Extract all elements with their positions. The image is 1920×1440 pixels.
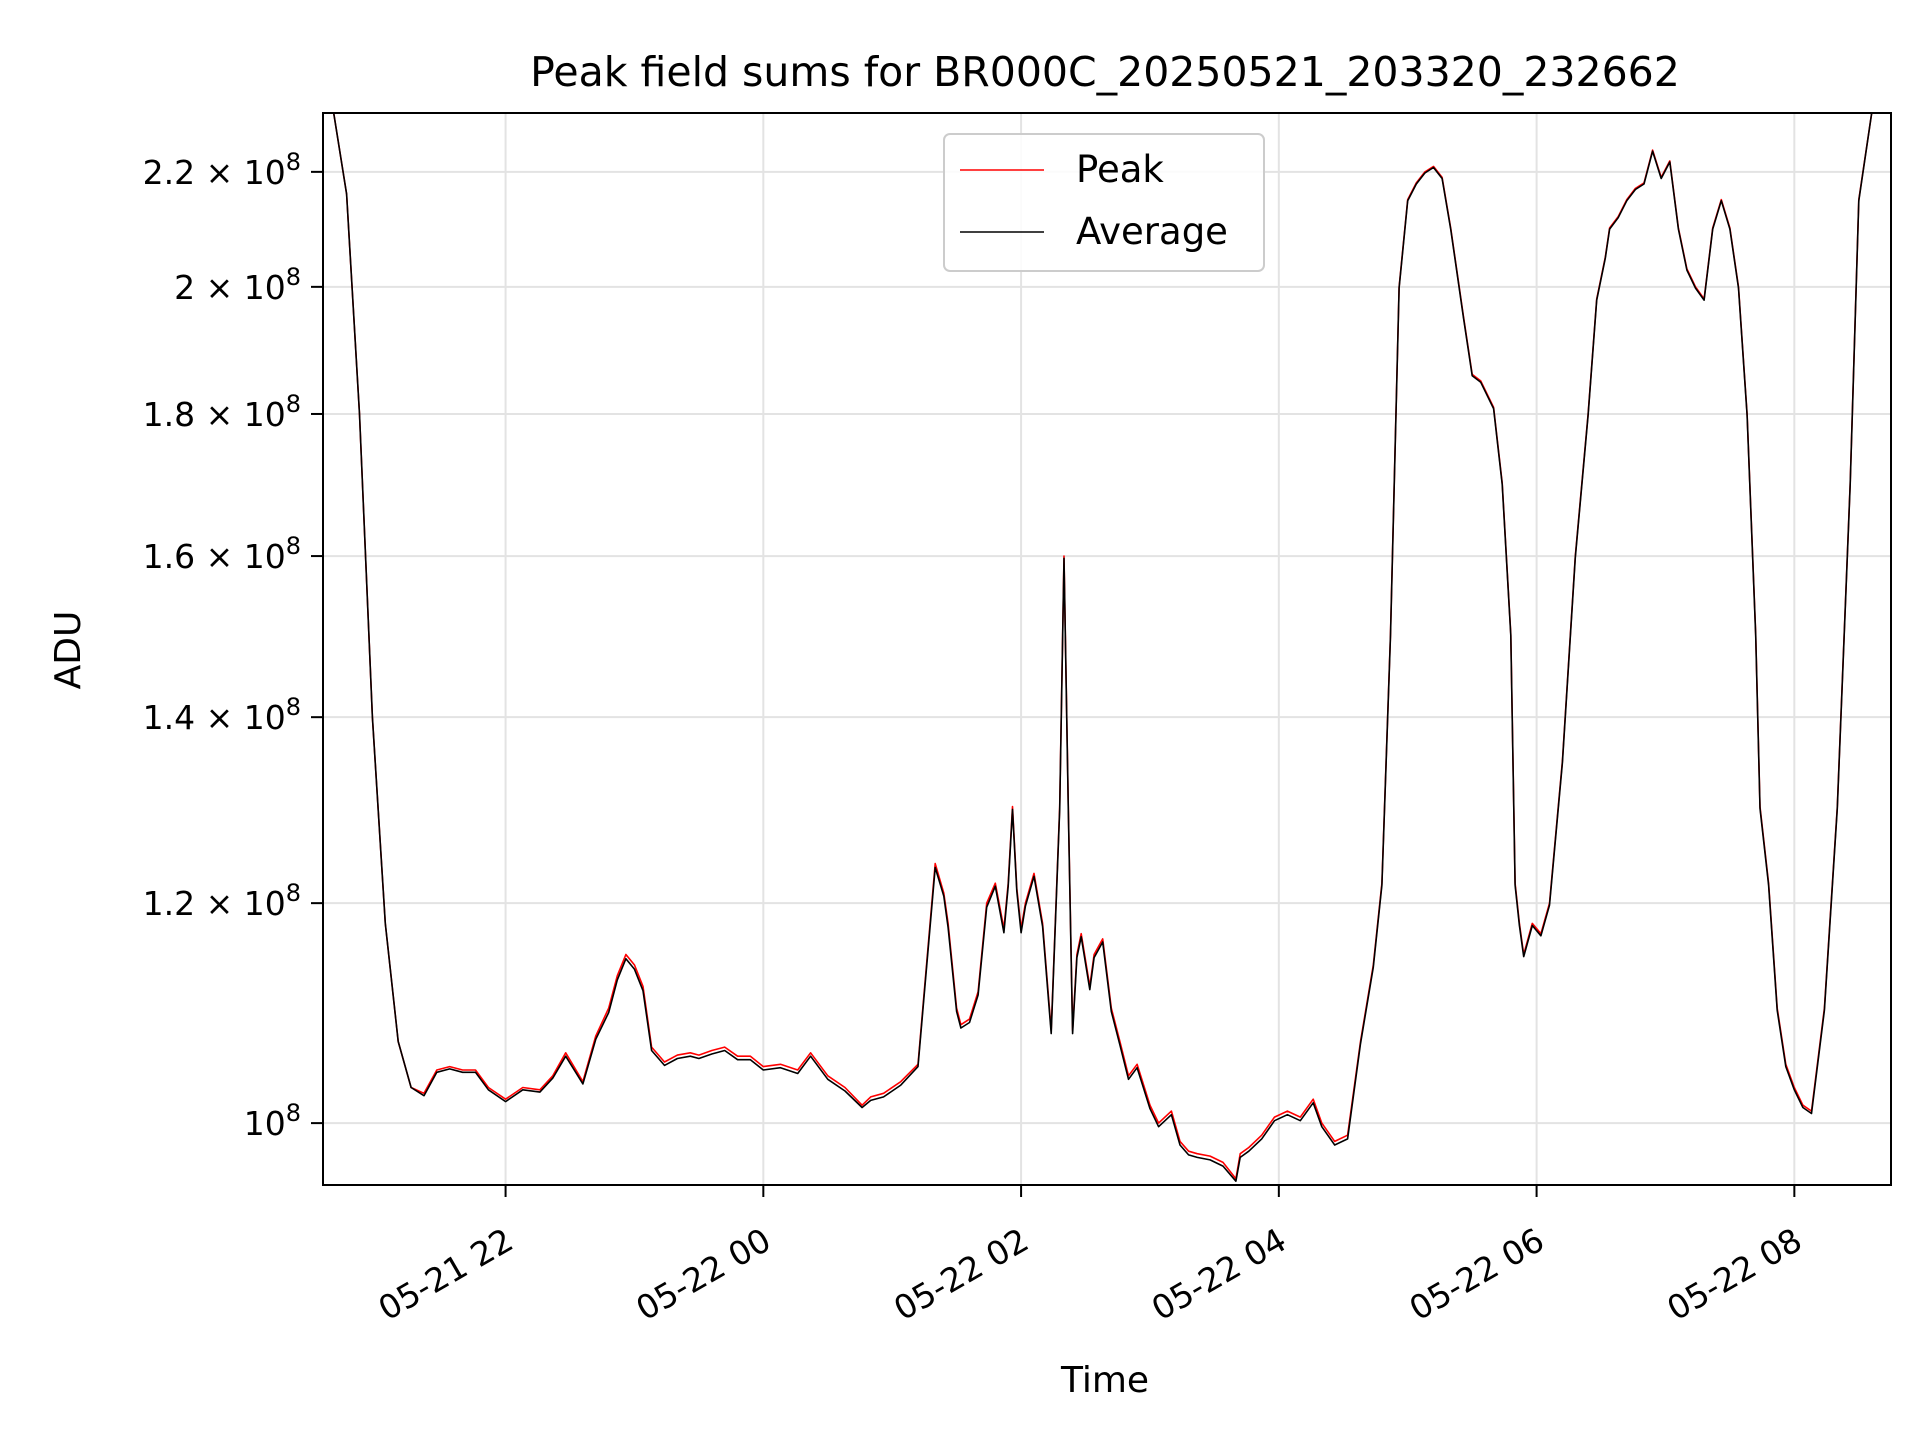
- y-tick-label: 1.8 × 108: [143, 390, 301, 434]
- y-tick-label: 1.2 × 108: [143, 879, 301, 923]
- y-tick-label: 2.2 × 108: [143, 148, 301, 192]
- plot-frame: [322, 112, 1892, 1186]
- grid: [323, 113, 1891, 1185]
- series-line-average: [323, 112, 1891, 1182]
- y-tick-label: 2 × 108: [174, 263, 301, 307]
- x-axis-label: Time: [1060, 1360, 1149, 1401]
- chart-title: Peak field sums for BR000C_20250521_2033…: [530, 48, 1680, 96]
- legend-frame: [943, 133, 1265, 272]
- y-tick-label: 1.4 × 108: [143, 693, 301, 737]
- legend-label-peak: Peak: [1076, 148, 1164, 191]
- y-axis: 108 1.2 × 108 1.4 × 108 1.6 × 108 1.8 × 108 2…: [143, 148, 323, 1143]
- y-tick-label: 108: [244, 1099, 301, 1143]
- legend: Peak Average: [943, 133, 1265, 272]
- legend-label-average: Average: [1076, 210, 1228, 253]
- series-layer: [323, 112, 1891, 1182]
- y-tick-label: 1.6 × 108: [143, 532, 301, 576]
- y-axis-label: ADU: [48, 611, 89, 690]
